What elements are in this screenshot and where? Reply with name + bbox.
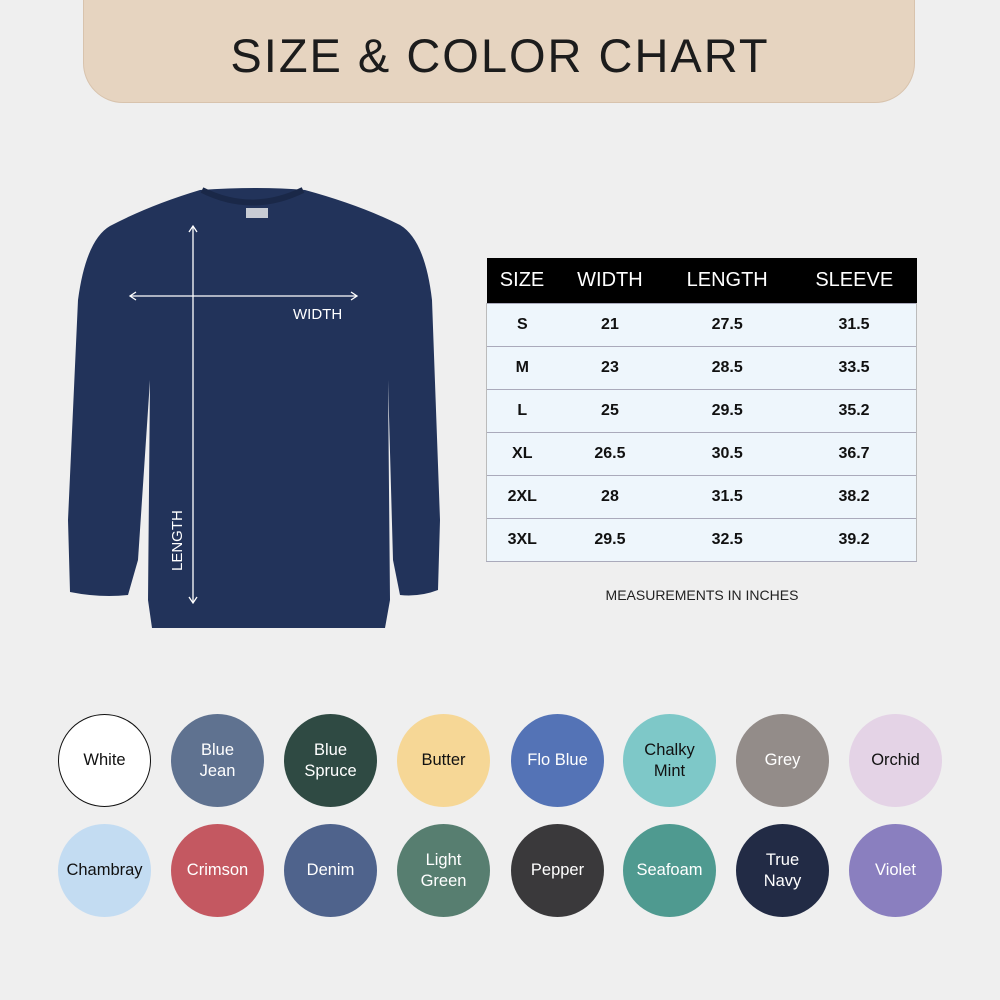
table-cell: 23 (557, 345, 663, 389)
table-cell: 35.2 (792, 388, 918, 432)
col-sleeve: SLEEVE (792, 258, 917, 303)
col-width: WIDTH (557, 258, 663, 303)
table-cell: 2XL (485, 474, 558, 518)
measurement-note: MEASUREMENTS IN INCHES (605, 587, 799, 603)
table-cell: S (485, 302, 558, 346)
col-length: LENGTH (662, 258, 793, 303)
table-cell: 28.5 (662, 345, 793, 389)
table-cell: 21 (557, 302, 663, 346)
table-cell: 30.5 (662, 431, 793, 475)
page-title: SIZE & COLOR CHART (230, 29, 770, 82)
table-cell: 27.5 (662, 302, 793, 346)
color-swatch: Denim (284, 824, 377, 917)
color-swatch: Seafoam (623, 824, 716, 917)
table-row: S 21 27.5 31.5 (485, 302, 918, 346)
table-cell: 38.2 (792, 474, 918, 518)
table-row: M 23 28.5 33.5 (485, 345, 918, 389)
table-cell: 33.5 (792, 345, 918, 389)
color-swatch: Light Green (397, 824, 490, 917)
color-swatch: Blue Jean (171, 714, 264, 807)
color-swatch: Grey (736, 714, 829, 807)
table-cell: 28 (557, 474, 663, 518)
table-cell: 29.5 (662, 388, 793, 432)
width-label: WIDTH (293, 306, 342, 323)
table-cell: L (485, 388, 558, 432)
color-swatch: True Navy (736, 824, 829, 917)
sweatshirt-body (68, 188, 440, 628)
table-cell: 3XL (485, 517, 558, 562)
color-swatch: White (58, 714, 151, 807)
color-swatch: Violet (849, 824, 942, 917)
measurement-arrows (128, 224, 359, 605)
table-row: L 25 29.5 35.2 (485, 388, 918, 432)
table-cell: 32.5 (662, 517, 793, 562)
table-row: XL 26.5 30.5 36.7 (485, 431, 918, 475)
table-row: 3XL 29.5 32.5 39.2 (485, 517, 918, 562)
table-cell: 36.7 (792, 431, 918, 475)
color-swatch: Blue Spruce (284, 714, 377, 807)
table-cell: 31.5 (662, 474, 793, 518)
size-table: SIZE WIDTH LENGTH SLEEVE S 21 27.5 31.5 M 23 2… (485, 258, 918, 562)
table-cell: 25 (557, 388, 663, 432)
color-swatch: Flo Blue (511, 714, 604, 807)
table-cell: XL (485, 431, 558, 475)
sweatshirt-image: WIDTH LENGTH (68, 187, 440, 628)
table-cell: 26.5 (557, 431, 663, 475)
color-swatch: Pepper (511, 824, 604, 917)
color-swatch: Chambray (58, 824, 151, 917)
table-row: 2XL 28 31.5 38.2 (485, 474, 918, 518)
table-cell: M (485, 345, 558, 389)
table-cell: 29.5 (557, 517, 663, 562)
color-swatch: Orchid (849, 714, 942, 807)
length-label: LENGTH (169, 510, 186, 571)
table-cell: 31.5 (792, 302, 918, 346)
table-header-row: SIZE WIDTH LENGTH SLEEVE (486, 258, 917, 303)
header-banner (83, 0, 915, 103)
col-size: SIZE (486, 258, 558, 303)
color-swatch: Chalky Mint (623, 714, 716, 807)
color-swatch: Butter (397, 714, 490, 807)
color-swatch: Crimson (171, 824, 264, 917)
table-cell: 39.2 (792, 517, 918, 562)
